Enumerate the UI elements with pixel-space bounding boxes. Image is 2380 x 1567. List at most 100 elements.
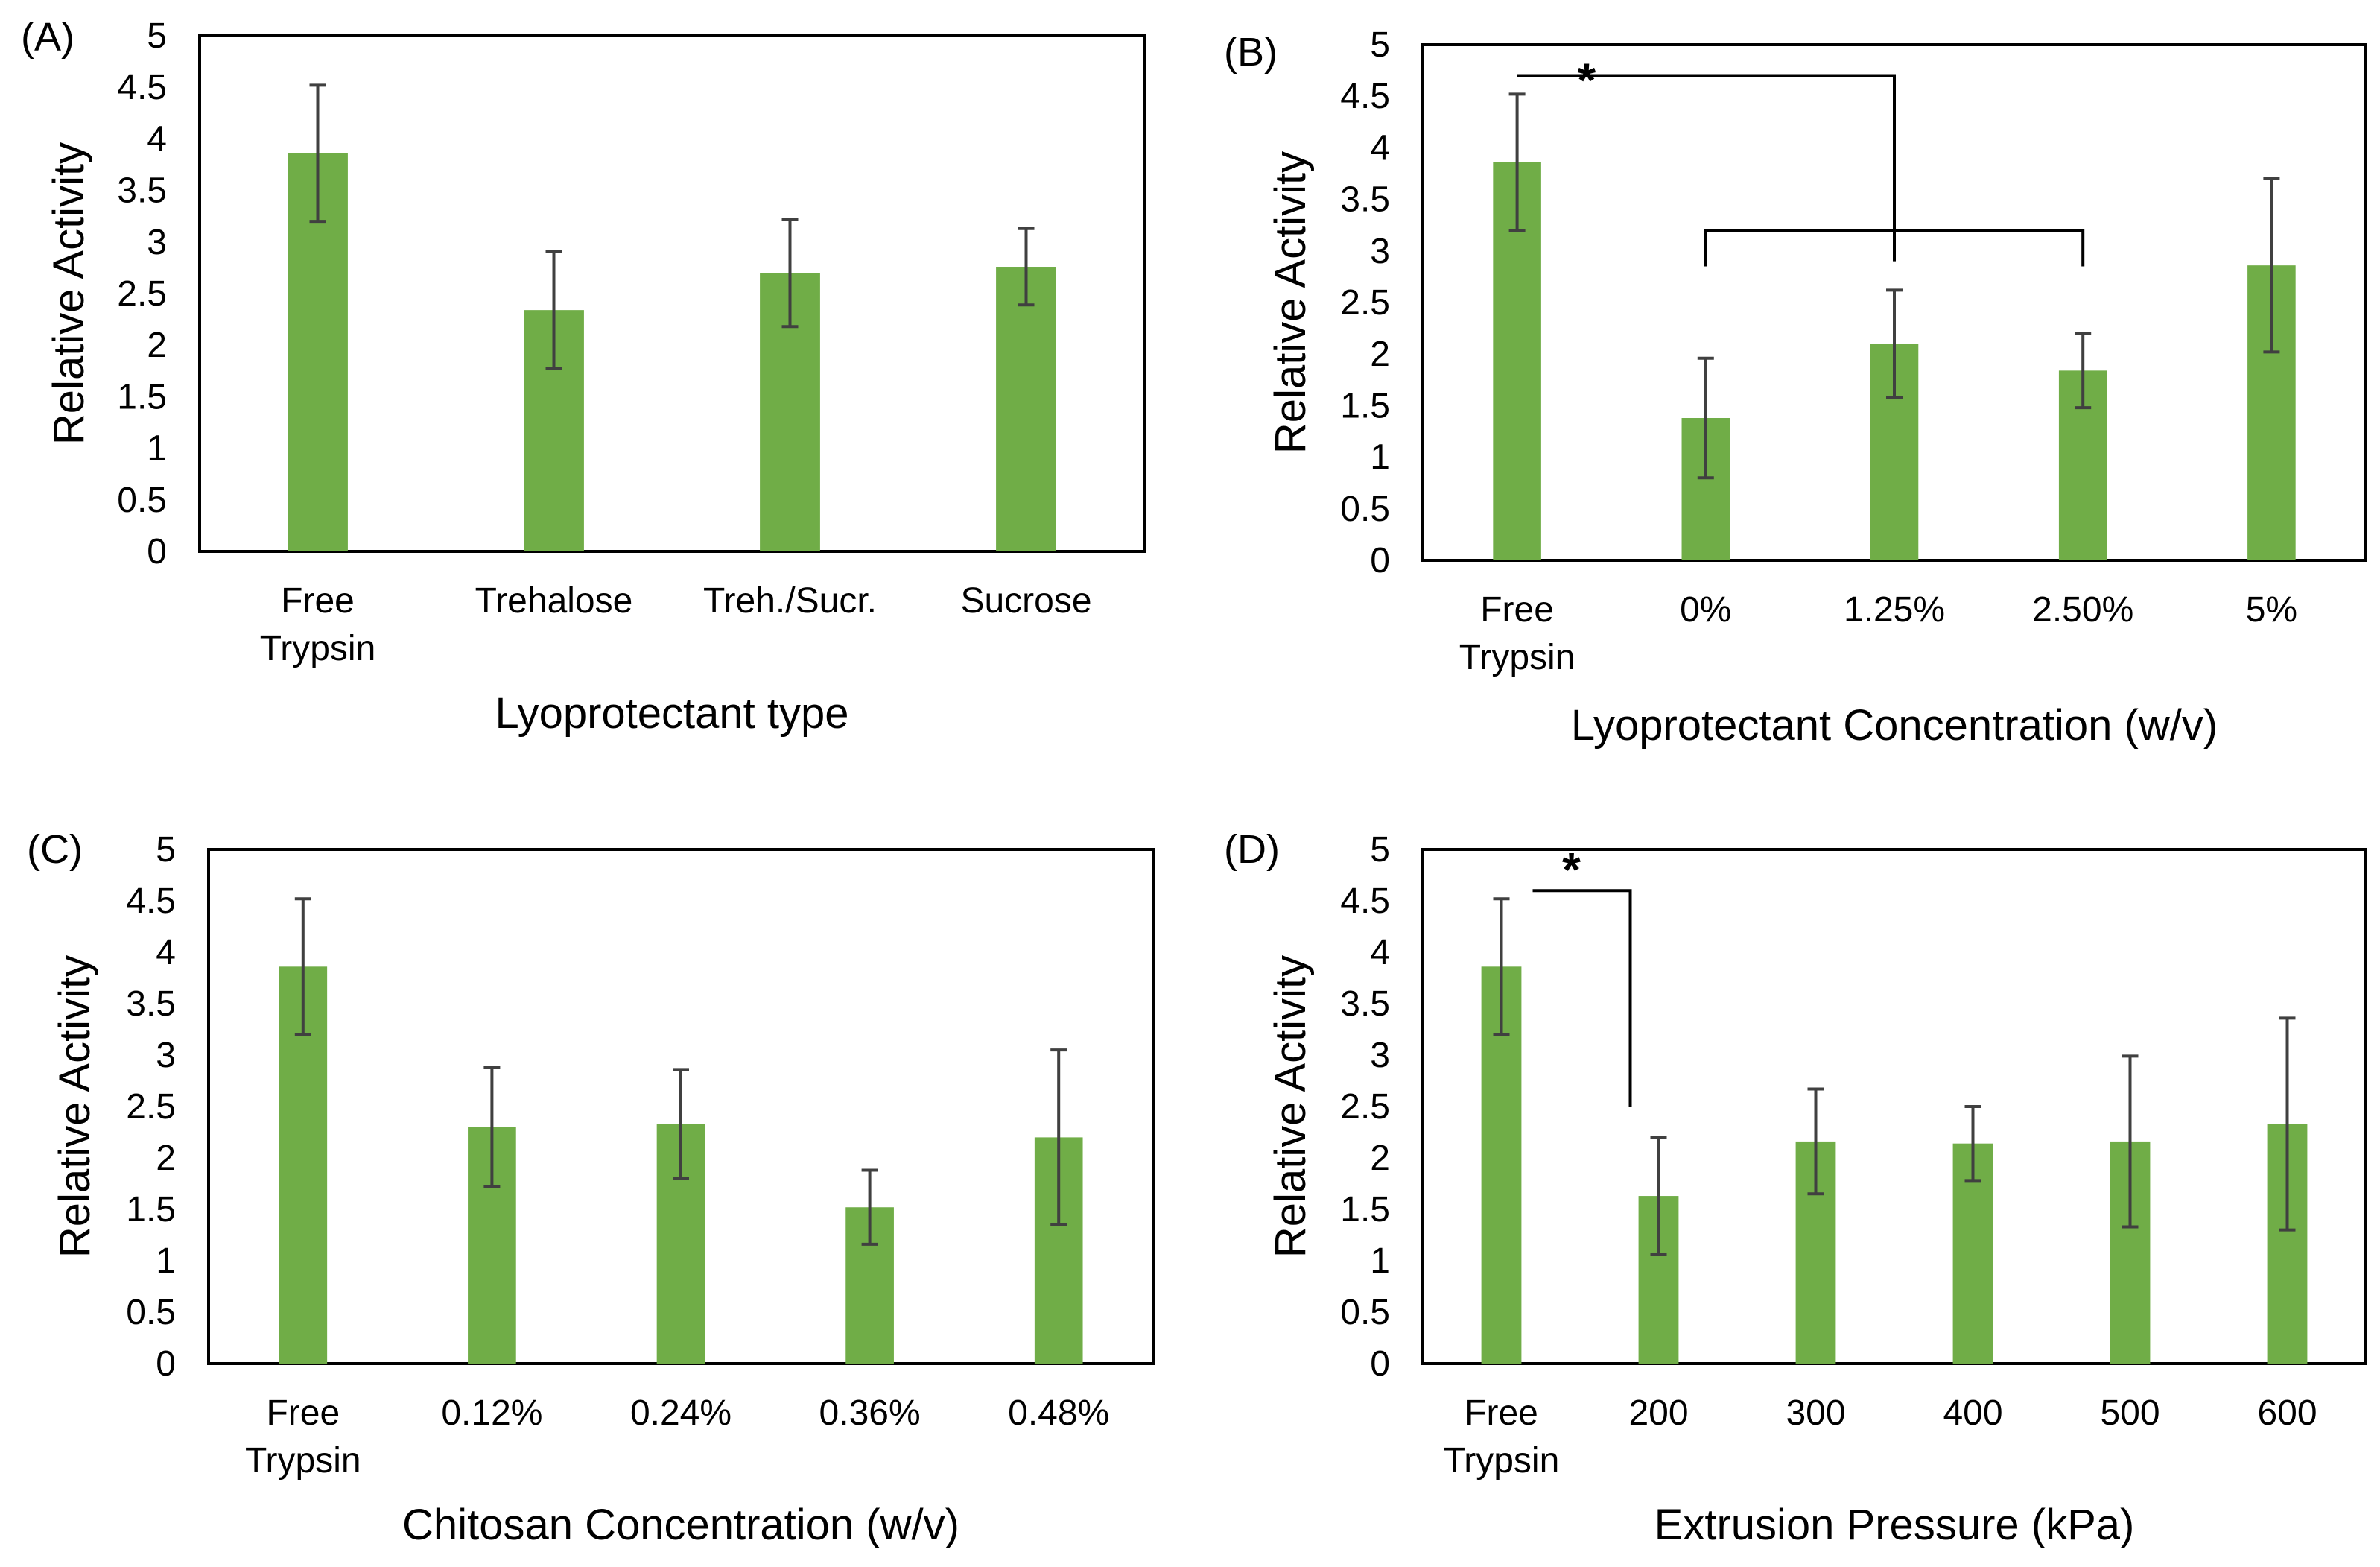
error-bar	[1050, 1048, 1067, 1226]
error-bar	[294, 897, 311, 1036]
y-tick-label: 5	[156, 830, 176, 870]
y-tick-label: 1.5	[1340, 1190, 1390, 1229]
y-tick-label: 3	[1370, 1036, 1390, 1075]
y-axis-title: Relative Activity	[45, 142, 93, 445]
significance-star: *	[1562, 843, 1581, 896]
x-axis-ticks: Free Trypsin 200 300 400 500 600	[1444, 1393, 2317, 1481]
y-axis-title: Relative Activity	[51, 955, 99, 1258]
error-bar	[483, 1066, 501, 1188]
x-tick-label: 1.25%	[1844, 590, 1945, 630]
y-tick-label: 3.5	[1340, 180, 1390, 220]
significance-bracket	[1704, 229, 2085, 267]
y-tick-label: 2.5	[117, 274, 167, 314]
panel-label: (A)	[21, 15, 74, 60]
x-axis-title: Chitosan Concentration (w/v)	[402, 1501, 959, 1549]
y-tick-label: 2	[1370, 1139, 1390, 1178]
y-tick-label: 1	[156, 1241, 176, 1281]
error-bar	[2279, 1016, 2296, 1232]
y-tick-label: 0	[1370, 1344, 1390, 1384]
x-tick-label: 0.12%	[441, 1393, 542, 1433]
y-tick-label: 3	[156, 1036, 176, 1075]
y-tick-label: 4.5	[126, 881, 176, 921]
x-tick-label: 600	[2257, 1393, 2317, 1433]
y-tick-label: 4	[156, 933, 176, 972]
plot-area	[1421, 848, 2367, 1365]
error-bar	[309, 83, 326, 224]
y-tick-label: 1	[1370, 1241, 1390, 1281]
y-axis-ticks: 0 0.5 1 1.5 2 2.5 3 3.5 4 4.5 5	[117, 16, 167, 572]
x-tick-label: 300	[1786, 1393, 1845, 1433]
panel-label: (B)	[1224, 30, 1278, 75]
y-tick-label: 5	[1370, 830, 1390, 870]
y-tick-label: 1	[147, 429, 167, 469]
y-tick-label: 0.5	[1340, 1293, 1390, 1332]
error-bar	[1697, 356, 1714, 480]
y-axis-ticks: 0 0.5 1 1.5 2 2.5 3 3.5 4 4.5 5	[126, 830, 176, 1384]
x-tick-label: Trypsin	[245, 1441, 361, 1481]
bar-group	[1481, 966, 2308, 1364]
y-tick-label: 2	[147, 326, 167, 365]
plot-area	[198, 34, 1146, 553]
x-tick-label: Trypsin	[260, 629, 376, 668]
x-axis-ticks: Free Trypsin 0% 1.25% 2.50% 5%	[1459, 590, 2297, 677]
error-bar	[1650, 1136, 1667, 1256]
x-tick-label: 0%	[1680, 590, 1731, 630]
panel-b: (B) 0 0.5 1 1.5 2 2.5 3 3.5 4 4.5 5 * Free Trypsin 0…	[1224, 25, 2367, 750]
x-tick-label: Sucrose	[960, 581, 1091, 621]
y-tick-label: 1.5	[117, 377, 167, 417]
y-tick-label: 4	[1370, 933, 1390, 972]
error-bar	[545, 250, 562, 371]
significance-bracket	[1517, 74, 1896, 262]
error-bar-group	[294, 897, 1067, 1246]
y-tick-label: 0	[156, 1344, 176, 1384]
y-tick-label: 3.5	[126, 984, 176, 1024]
y-tick-label: 3.5	[1340, 984, 1390, 1024]
y-tick-label: 4	[1370, 128, 1390, 168]
y-tick-label: 3.5	[117, 171, 167, 211]
significance-bracket	[1532, 889, 1632, 1107]
x-axis-title: Lyoprotectant Concentration (w/v)	[1571, 701, 2218, 750]
bar	[996, 267, 1056, 551]
x-tick-label: 400	[1943, 1393, 2002, 1433]
y-tick-label: 2	[156, 1139, 176, 1178]
error-bar	[1508, 92, 1526, 232]
y-tick-label: 0.5	[126, 1293, 176, 1332]
panel-label: (D)	[1224, 827, 1280, 872]
x-axis-ticks: Free Trypsin 0.12% 0.24% 0.36% 0.48%	[245, 1393, 1109, 1481]
significance-group: *	[1532, 843, 1632, 1107]
y-axis-title: Relative Activity	[1266, 151, 1315, 454]
y-tick-label: 4	[147, 119, 167, 159]
y-tick-label: 5	[147, 16, 167, 56]
y-tick-label: 3	[1370, 232, 1390, 271]
y-tick-label: 1.5	[126, 1190, 176, 1229]
x-tick-label: Free	[1480, 590, 1554, 630]
panel-a: (A) 0 0.5 1 1.5 2 2.5 3 3.5 4 4.5 5 Free Trypsin Tre…	[21, 15, 1146, 738]
y-tick-label: 5	[1370, 25, 1390, 65]
error-bar	[1807, 1087, 1824, 1196]
x-tick-label: 0.36%	[819, 1393, 921, 1433]
error-bar	[2263, 177, 2280, 354]
significance-group: *	[1517, 54, 2085, 267]
x-tick-label: Free	[266, 1393, 340, 1433]
error-bar	[2075, 332, 2092, 410]
x-axis-title: Extrusion Pressure (kPa)	[1654, 1501, 2135, 1549]
x-tick-label: 0.24%	[630, 1393, 732, 1433]
y-axis-title: Relative Activity	[1266, 955, 1315, 1258]
y-tick-label: 2.5	[1340, 1087, 1390, 1127]
y-axis-ticks: 0 0.5 1 1.5 2 2.5 3 3.5 4 4.5 5	[1340, 830, 1390, 1384]
x-tick-label: Trypsin	[1459, 638, 1575, 677]
y-tick-label: 2.5	[126, 1087, 176, 1127]
error-bar	[1493, 897, 1510, 1036]
error-bar-group	[1493, 897, 2296, 1256]
x-tick-label: Treh./Sucr.	[703, 581, 877, 621]
error-bar	[1964, 1105, 1981, 1183]
y-tick-label: 4.5	[1340, 77, 1390, 116]
x-tick-label: 5%	[2246, 590, 2297, 630]
x-tick-label: Free	[1465, 1393, 1538, 1433]
error-bar-group	[1508, 92, 2280, 480]
error-bar-group	[309, 83, 1035, 371]
y-tick-label: 1	[1370, 438, 1390, 478]
x-tick-label: 500	[2100, 1393, 2160, 1433]
y-tick-label: 2.5	[1340, 283, 1390, 323]
